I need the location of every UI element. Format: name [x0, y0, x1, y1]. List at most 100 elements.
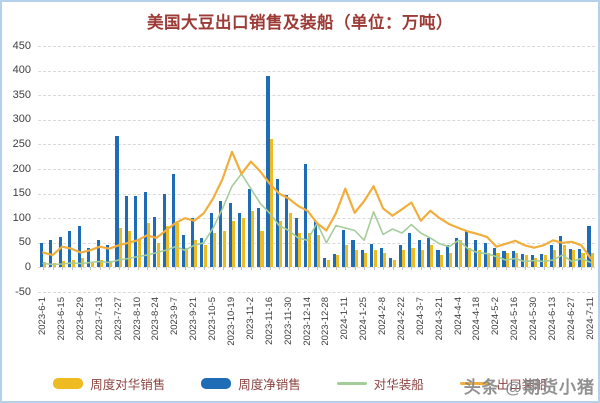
plot-area	[38, 46, 595, 293]
y-axis-label: 350	[12, 88, 31, 101]
china-sales-bar	[345, 245, 349, 268]
china-sales-bar	[524, 255, 528, 268]
y-axis-label: 150	[12, 187, 31, 200]
x-axis-tick	[184, 267, 186, 271]
x-axis-label: 2024-7-11	[584, 297, 596, 340]
x-axis-tick	[156, 267, 158, 271]
net-sales-bar	[549, 245, 553, 268]
china-sales-bar	[571, 250, 576, 268]
x-axis-tick	[137, 267, 139, 271]
net-sales-bar	[77, 225, 81, 268]
net-sales-bar	[323, 257, 327, 268]
net-sales-bar	[200, 237, 204, 268]
x-axis-tick	[439, 267, 441, 271]
net-sales-bar	[294, 218, 298, 268]
x-axis-tick	[118, 267, 120, 271]
china-sales-bar	[118, 228, 122, 268]
x-axis-tick	[165, 267, 167, 271]
net-sales-bar	[68, 230, 72, 268]
china-sales-bar	[420, 250, 425, 268]
net-sales-bar	[257, 208, 261, 268]
net-sales-bar	[115, 135, 119, 268]
x-axis-tick	[534, 267, 536, 271]
x-axis-tick	[354, 267, 356, 271]
china-sales-bar	[487, 252, 491, 268]
net-sales-bar	[540, 253, 544, 268]
watermark: 头条 @期货小猪	[463, 378, 595, 397]
china-sales-bar	[203, 245, 207, 268]
net-sales-bar	[124, 196, 128, 268]
x-axis-tick	[316, 267, 318, 271]
china-sales-bar	[194, 240, 198, 268]
x-axis-label: 2023-11-16	[263, 297, 275, 345]
x-axis-tick	[411, 267, 413, 271]
gridline	[38, 169, 595, 170]
net-sales-bar	[426, 237, 431, 268]
net-sales-bar	[370, 243, 374, 268]
x-axis-tick	[430, 267, 432, 271]
x-axis-tick	[543, 267, 545, 271]
x-axis-tick	[401, 267, 403, 271]
x-axis-label: 2023-6-1	[37, 297, 49, 336]
x-axis-tick	[128, 267, 130, 271]
x-axis-tick	[80, 267, 82, 271]
gridline	[38, 95, 595, 97]
y-axis-label: 50	[18, 236, 31, 249]
export-shipments-line-swatch-icon	[459, 382, 490, 385]
china-sales-bar	[269, 139, 273, 268]
x-axis-tick	[335, 267, 337, 271]
y-axis-label: 250	[12, 137, 31, 150]
legend-label: 对华装船	[373, 378, 424, 392]
x-axis-tick	[175, 267, 177, 271]
x-axis-tick	[581, 267, 583, 271]
x-axis-tick	[99, 267, 101, 271]
net-sales-bar	[313, 220, 317, 268]
legend-label: 周度对华销售	[90, 378, 166, 392]
x-axis-label: 2023-8-10	[131, 297, 143, 341]
china-sales-bar	[392, 260, 396, 268]
gridline	[38, 292, 595, 293]
china-sales-bar	[232, 220, 236, 268]
china-sales-bar	[439, 255, 443, 268]
china-sales-bar	[175, 223, 179, 268]
x-axis-tick	[468, 267, 470, 271]
net-sales-bar	[332, 253, 336, 268]
net-sales-bar	[96, 240, 100, 268]
net-sales-bar	[360, 250, 364, 268]
x-axis-label: 2024-6-13	[546, 297, 558, 341]
x-axis-label: 2024-5-30	[528, 297, 540, 341]
x-axis-tick	[71, 267, 73, 271]
x-axis-tick	[571, 267, 573, 271]
china-sales-bar	[562, 245, 566, 268]
china-sales-bar	[90, 262, 94, 268]
net-sales-bar	[483, 242, 487, 268]
x-axis-label: 2024-3-21	[433, 297, 445, 341]
y-axis-label: 450	[12, 39, 31, 52]
net-sales-bar	[445, 245, 449, 268]
china-sales-bar	[553, 250, 557, 268]
x-axis-tick	[552, 267, 554, 271]
x-axis-tick	[298, 267, 300, 271]
net-sales-bar	[578, 249, 582, 268]
x-axis-tick	[241, 267, 243, 271]
x-axis-tick	[147, 267, 149, 271]
china-sales-bar-swatch-icon	[53, 378, 84, 389]
net-sales-bar	[172, 173, 176, 268]
net-sales-bar	[455, 237, 459, 268]
net-sales-bar	[379, 247, 383, 268]
net-sales-bar	[49, 240, 53, 268]
x-axis-tick	[232, 267, 233, 271]
x-axis-tick	[524, 267, 526, 271]
net-sales-bar	[134, 195, 138, 268]
x-axis-tick	[505, 267, 507, 271]
china-sales-bar	[590, 252, 594, 268]
gridline	[38, 144, 595, 146]
gridline	[38, 119, 595, 121]
china-sales-bar	[52, 263, 56, 268]
x-axis-label: 2023-10-19	[226, 297, 237, 346]
china-sales-bar	[260, 230, 264, 268]
x-axis-tick	[345, 267, 347, 271]
china-sales-bar	[166, 225, 170, 268]
net-sales-bar	[398, 245, 402, 268]
